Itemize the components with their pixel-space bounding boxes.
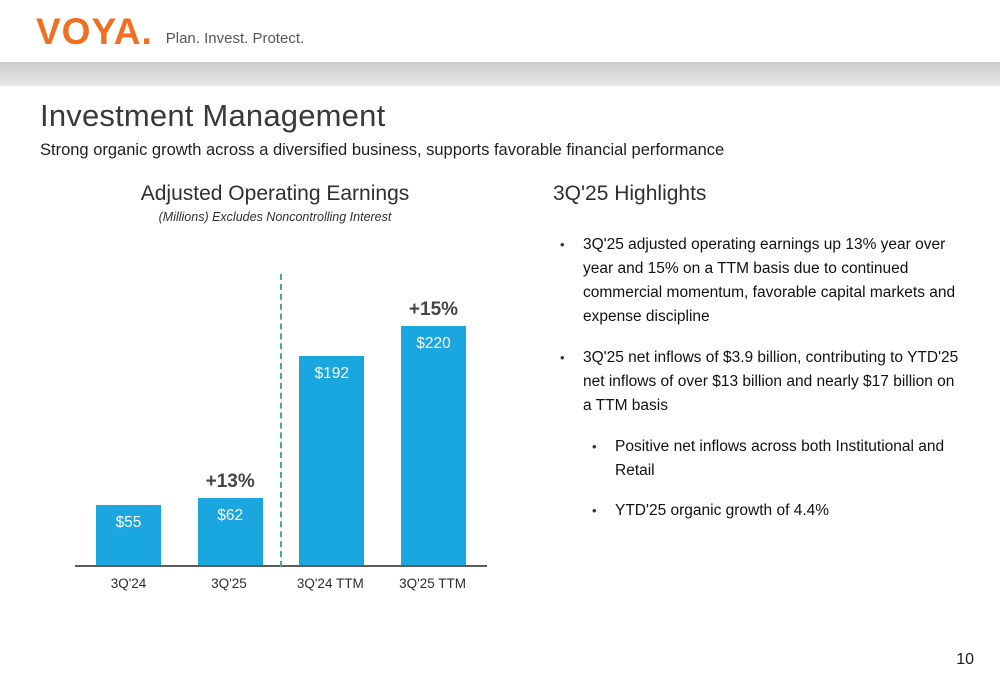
brand-tagline: Plan. Invest. Protect. xyxy=(165,30,305,47)
bar-3q-24: $55 xyxy=(96,505,161,565)
highlight-bullet: • 3Q'25 net inflows of $3.9 billion, cont… xyxy=(553,346,965,418)
x-axis-label-3q-25-ttm: 3Q'25 TTM xyxy=(399,576,466,591)
bar-value-label: $55 xyxy=(115,514,142,531)
growth-annotation-3q-25: +13% xyxy=(205,471,255,492)
bar-3q-25-ttm: +15% $220 xyxy=(400,299,466,565)
page-subtitle: Strong organic growth across a diversifi… xyxy=(40,141,725,159)
highlights-bullet-list: • 3Q'25 adjusted operating earnings up 13… xyxy=(553,233,965,523)
bar-value-label: $220 xyxy=(416,335,451,352)
page-title: Investment Management xyxy=(40,98,386,133)
bullet-text: YTD'25 organic growth of 4.4% xyxy=(615,502,830,520)
header: VOYA. Plan. Invest. Protect. xyxy=(0,0,1000,62)
chart-divider-dashed-line xyxy=(280,274,282,567)
x-axis-label-3q-25: 3Q'25 xyxy=(196,576,261,591)
bar-3q-25: +13% $62 xyxy=(197,471,263,565)
bullet-text: 3Q'25 net inflows of $3.9 billion, contr… xyxy=(583,349,959,415)
bar-3q-24-ttm: $192 xyxy=(299,356,365,565)
chart-title: Adjusted Operating Earnings xyxy=(140,182,410,205)
highlights-section: 3Q'25 Highlights • 3Q'25 adjusted operati… xyxy=(553,182,965,591)
x-axis-label-3q-24: 3Q'24 xyxy=(96,576,161,591)
x-axis-labels: 3Q'24 3Q'25 3Q'24 TTM 3Q'25 TTM xyxy=(75,576,487,591)
voya-logo: VOYA. xyxy=(36,10,153,52)
slide-content: Investment Management Strong organic gro… xyxy=(0,86,1000,591)
growth-annotation-3q-25-ttm: +15% xyxy=(408,299,459,320)
header-divider-band xyxy=(0,62,1000,86)
highlight-bullet: • Positive net inflows across both Instit… xyxy=(553,435,965,483)
bullet-text: 3Q'25 adjusted operating earnings up 13%… xyxy=(583,236,956,326)
highlight-bullet: • YTD'25 organic growth of 4.4% xyxy=(553,499,965,523)
bar-value-label: $62 xyxy=(217,507,244,524)
chart-plot-area: $55 +13% $62 $192 +15% $220 xyxy=(75,299,487,567)
bar-value-label: $192 xyxy=(314,365,350,382)
highlights-title: 3Q'25 Highlights xyxy=(553,182,707,205)
page-number: 10 xyxy=(956,651,974,668)
two-column-layout: Adjusted Operating Earnings (Millions) E… xyxy=(40,182,965,591)
highlight-bullet: • 3Q'25 adjusted operating earnings up 13… xyxy=(553,233,965,329)
bullet-marker: • xyxy=(592,439,597,455)
bar-chart: $55 +13% $62 $192 +15% $220 xyxy=(75,274,487,567)
x-axis-label-text: 3Q'24 xyxy=(110,576,147,591)
x-axis-label-3q-24-ttm: 3Q'24 TTM xyxy=(297,576,364,591)
x-axis-label-text: 3Q'25 TTM xyxy=(399,576,466,591)
x-axis-label-text: 3Q'24 TTM xyxy=(296,576,364,591)
bullet-marker: • xyxy=(592,503,597,519)
bullet-marker: • xyxy=(560,350,565,366)
bullet-marker: • xyxy=(560,237,565,252)
bullet-text: Positive net inflows across both Institu… xyxy=(615,438,945,480)
chart-subtitle: (Millions) Excludes Noncontrolling Inter… xyxy=(158,210,392,224)
x-axis-label-text: 3Q'25 xyxy=(211,576,247,591)
chart-section: Adjusted Operating Earnings (Millions) E… xyxy=(40,182,540,591)
